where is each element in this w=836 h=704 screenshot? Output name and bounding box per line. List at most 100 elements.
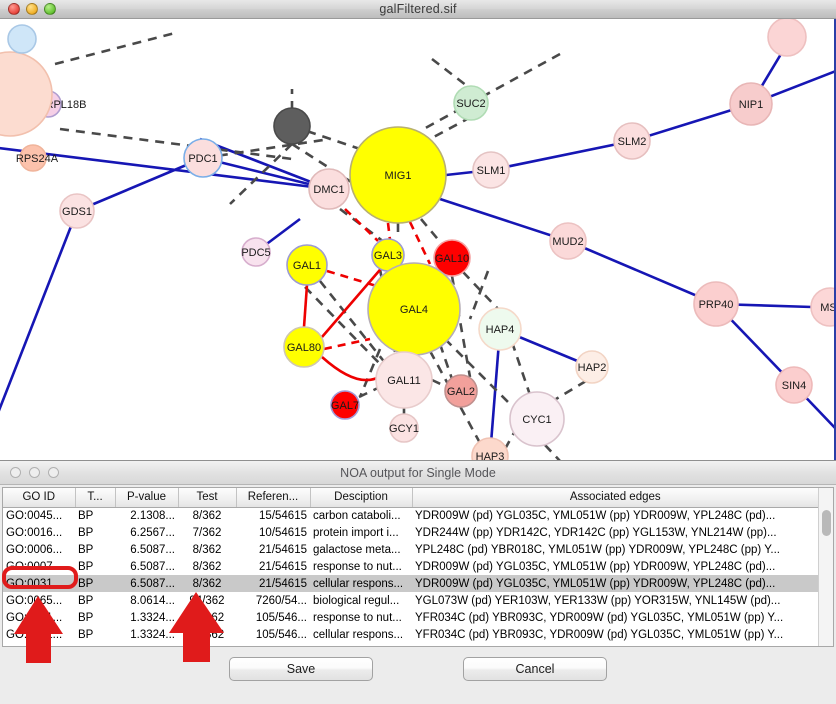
cell-type: BP <box>78 594 94 607</box>
table-row[interactable]: GO:0006... BP 6.5087... 8/362 21/54615 galact… <box>3 541 818 558</box>
column-header-type[interactable]: T... <box>75 488 116 508</box>
network-edge <box>318 280 392 370</box>
network-node-unlabeled[interactable] <box>0 51 53 137</box>
cell-type: BP <box>78 611 94 624</box>
cell-description: cellular respons... <box>313 628 404 641</box>
table-row[interactable]: GO:0045... BP 2.1308... 8/362 15/54615 carbon… <box>3 507 818 524</box>
cell-p-value: 6.5087... <box>130 543 175 556</box>
table-scrollpane[interactable]: GO ID T... P-value Test Referen... Desci… <box>3 488 818 646</box>
network-edge <box>344 208 379 242</box>
network-edge <box>386 222 392 241</box>
network-node-pdc5[interactable]: PDC5 <box>241 237 271 267</box>
network-node-gal7[interactable]: GAL7 <box>330 390 360 420</box>
table-row[interactable]: GO:0031... BP 6.5087... 8/362 21/54615 cellul… <box>3 575 818 592</box>
network-node-msi[interactable]: MSI <box>810 287 836 327</box>
cell-p-value: 2.1308... <box>130 509 175 522</box>
cell-type: BP <box>75 643 115 647</box>
window-title: galFiltered.sif <box>379 2 457 16</box>
dialog-close-button[interactable] <box>10 467 21 478</box>
table-row[interactable]: GO:0031... BP 1.3324... 11/362 105/546... cel… <box>3 626 818 643</box>
column-header-description[interactable]: Desciption <box>310 488 413 508</box>
cell-go-id: GO:0016... <box>6 526 63 539</box>
cell-test: 11/362 <box>189 628 225 641</box>
cell-description: protein import i... <box>313 526 399 539</box>
network-edge <box>429 115 472 141</box>
network-node-hap2[interactable]: HAP2 <box>575 350 609 384</box>
table-row[interactable]: GO:0016... BP 6.2567... 7/362 10/54615 protei… <box>3 524 818 541</box>
network-node-mig1[interactable]: MIG1 <box>349 126 447 224</box>
cell-p-value: 6.5087... <box>115 575 178 592</box>
network-node-unlabeled[interactable] <box>273 107 311 145</box>
network-node-dmc1[interactable]: DMC1 <box>308 168 350 210</box>
cancel-button[interactable]: Cancel <box>463 657 607 681</box>
cell-reference: 10/54615 <box>259 526 307 539</box>
cell-p-value: 6.5087... <box>130 560 175 573</box>
dialog-zoom-button[interactable] <box>48 467 59 478</box>
network-node-gal80[interactable]: GAL80 <box>283 326 325 368</box>
network-node-gal1[interactable]: GAL1 <box>286 244 328 286</box>
zoom-button[interactable] <box>44 3 56 15</box>
network-node-suc2[interactable]: SUC2 <box>453 85 489 121</box>
noa-results-table-container[interactable]: GO ID T... P-value Test Referen... Desci… <box>2 487 834 647</box>
table-row[interactable]: GO:0065... BP 8.0614... 94/362 7260/54... bio… <box>3 592 818 609</box>
cell-associated-edges: YPL248C (pd) YBR018C, YML051W (pp) YDR00… <box>415 543 781 556</box>
save-button[interactable]: Save <box>229 657 373 681</box>
network-node-slm1[interactable]: SLM1 <box>472 151 510 189</box>
network-node-gds1[interactable]: GDS1 <box>59 193 95 229</box>
table-row[interactable]: GO:0050...BP1.428E...80/3625778/54...reg… <box>3 643 818 647</box>
minimize-button[interactable] <box>26 3 38 15</box>
network-node-nip1[interactable]: NIP1 <box>729 82 773 126</box>
network-node-slm2[interactable]: SLM2 <box>613 122 651 160</box>
cell-test: 94/362 <box>189 594 225 607</box>
network-node-gal4[interactable]: GAL4 <box>367 262 461 356</box>
network-edge <box>302 284 309 328</box>
network-edge <box>291 124 361 151</box>
network-node-gcy1[interactable]: GCY1 <box>389 413 419 443</box>
cell-test: 11/362 <box>189 611 225 624</box>
column-header-reference[interactable]: Referen... <box>236 488 311 508</box>
dialog-titlebar: NOA output for Single Mode <box>0 461 836 485</box>
network-canvas[interactable]: RPL18B RPS24A GDS1 PDC1 PDC5 DMC1 MIG1 SUC2 NIP1… <box>0 19 836 460</box>
cell-associated-edges: YGL073W (pd) YER103W, YER133W (pp) YOR31… <box>415 594 781 607</box>
table-body[interactable]: GO:0045... BP 2.1308... 8/362 15/54615 carbon… <box>3 507 818 646</box>
network-node-rps24a[interactable]: RPS24A <box>16 144 59 172</box>
column-header-test[interactable]: Test <box>178 488 237 508</box>
cell-type: BP <box>78 509 94 522</box>
network-node-sin4[interactable]: SIN4 <box>775 366 813 404</box>
dialog-title: NOA output for Single Mode <box>340 465 496 480</box>
column-header-go-id[interactable]: GO ID <box>3 488 76 508</box>
column-header-associated-edges[interactable]: Associated edges <box>412 488 818 508</box>
network-edge <box>462 271 501 312</box>
network-node-unlabeled[interactable] <box>7 24 37 54</box>
network-node-gal11[interactable]: GAL11 <box>375 351 433 409</box>
network-node-hap4[interactable]: HAP4 <box>478 307 522 351</box>
network-node-gal2[interactable]: GAL2 <box>444 374 478 408</box>
table-row[interactable]: GO:0007... BP 6.5087... 8/362 21/54615 respon… <box>3 558 818 575</box>
network-node-unlabeled[interactable] <box>767 19 807 57</box>
cell-associated-edges: YFR034C (pd) YBR093C, YDR009W (pd) YGL03… <box>415 628 784 641</box>
close-button[interactable] <box>8 3 20 15</box>
network-edge <box>202 156 330 191</box>
table-row[interactable]: GO:0031... BP 1.3324... 11/362 105/546... res… <box>3 609 818 626</box>
network-node-cyc1[interactable]: CYC1 <box>509 391 565 447</box>
table-vertical-scrollbar[interactable] <box>818 488 833 646</box>
network-node-hap3[interactable]: HAP3 <box>471 437 509 460</box>
dialog-minimize-button[interactable] <box>29 467 40 478</box>
cell-description: cellular respons... <box>310 575 412 592</box>
network-edge <box>468 270 490 320</box>
cell-type: BP <box>78 526 94 539</box>
column-header-p-value[interactable]: P-value <box>115 488 179 508</box>
cell-test: 8/362 <box>192 543 222 556</box>
scrollbar-thumb[interactable] <box>822 510 831 536</box>
cell-go-id: GO:0031... <box>3 575 75 592</box>
network-node-mud2[interactable]: MUD2 <box>549 222 587 260</box>
cell-go-id: GO:0065... <box>6 594 63 607</box>
network-node-prp40[interactable]: PRP40 <box>693 281 739 327</box>
cell-p-value: 1.3324... <box>130 628 175 641</box>
cell-reference: 21/54615 <box>259 560 307 573</box>
network-node-pdc1[interactable]: PDC1 <box>183 138 223 178</box>
noa-results-table[interactable]: GO ID T... P-value Test Referen... Desci… <box>3 488 818 646</box>
network-edge <box>419 52 561 133</box>
noa-output-dialog: NOA output for Single Mode GO ID T... P-… <box>0 460 836 704</box>
